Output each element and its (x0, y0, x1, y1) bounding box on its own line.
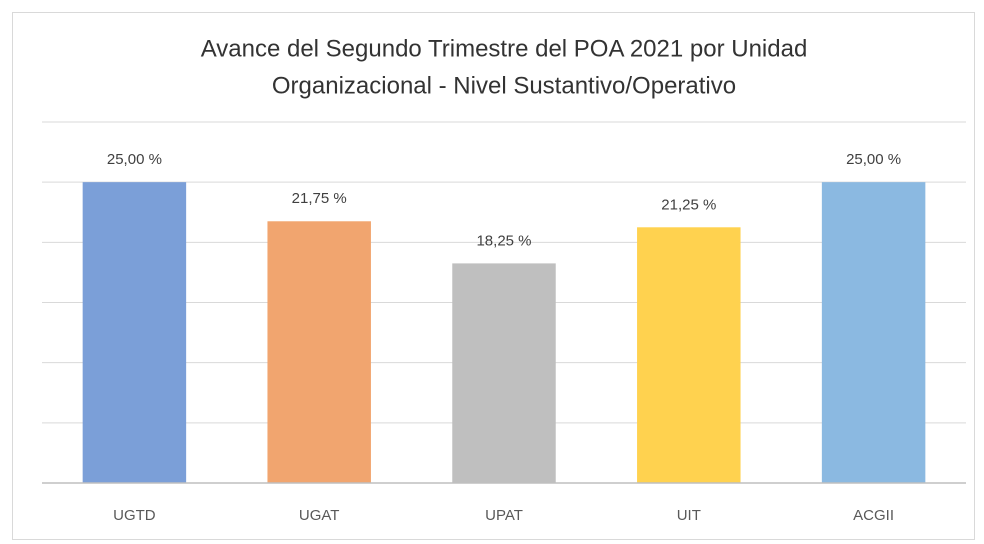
data-label: 21,75 % (292, 190, 347, 207)
bar (82, 182, 187, 483)
x-tick-label: UPAT (485, 507, 523, 524)
bar (267, 221, 371, 483)
x-tick-label: UGTD (113, 507, 156, 524)
bar (821, 182, 926, 483)
data-label: 21,25 % (661, 196, 716, 213)
bar (452, 263, 556, 483)
chart-title: Organizacional - Nivel Sustantivo/Operat… (272, 72, 736, 99)
x-tick-label: UIT (677, 507, 701, 524)
data-label: 25,00 % (846, 151, 901, 168)
data-label: 18,25 % (476, 232, 531, 249)
x-tick-label: UGAT (299, 507, 340, 524)
chart-title: Avance del Segundo Trimestre del POA 202… (201, 35, 808, 62)
x-tick-label: ACGII (853, 507, 894, 524)
data-label: 25,00 % (107, 151, 162, 168)
bar (637, 227, 741, 483)
